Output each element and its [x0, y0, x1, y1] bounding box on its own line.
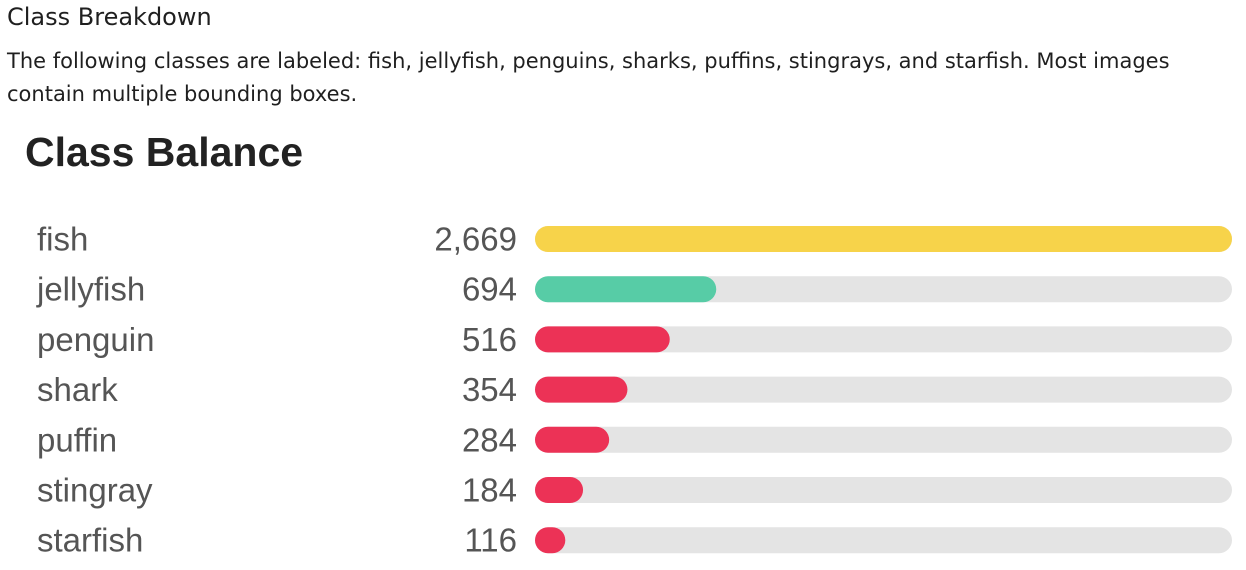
- category-label-shark: shark: [37, 371, 118, 408]
- bar-row-starfish: starfish 116: [37, 522, 1232, 559]
- bar-row-shark: shark 354: [37, 371, 1232, 408]
- bar-row-stingray: stingray 184: [37, 472, 1232, 509]
- bar-track-shark: [535, 376, 1232, 403]
- bar-track-penguin: [535, 326, 1232, 353]
- bar-row-penguin: penguin 516: [37, 321, 1232, 358]
- bar-puffin: [535, 426, 610, 453]
- chart-title: Class Balance: [25, 129, 304, 175]
- category-label-penguin: penguin: [37, 321, 154, 358]
- value-label-shark: 354: [462, 371, 517, 408]
- category-label-stingray: stingray: [37, 472, 153, 509]
- bar-jellyfish: [535, 276, 717, 303]
- value-label-starfish: 116: [464, 522, 517, 559]
- value-label-fish: 2,669: [434, 221, 517, 258]
- bar-penguin: [535, 326, 670, 353]
- value-label-penguin: 516: [462, 321, 517, 358]
- section-description: The following classes are labeled: fish,…: [7, 49, 1170, 106]
- value-label-jellyfish: 694: [462, 271, 517, 308]
- class-balance-chart: fish 2,669 jellyfish 694 penguin 516 shark 354 p…: [36, 221, 1232, 559]
- bar-stingray: [535, 477, 584, 503]
- bar-shark: [535, 376, 628, 403]
- bar-track-puffin: [535, 426, 1232, 453]
- bar-row-jellyfish: jellyfish 694: [36, 271, 1232, 308]
- bar-starfish: [535, 527, 566, 554]
- value-label-puffin: 284: [462, 421, 517, 458]
- bar-fish: [535, 226, 1232, 252]
- category-label-jellyfish: jellyfish: [36, 271, 145, 308]
- category-label-fish: fish: [37, 221, 88, 258]
- bar-track-stingray: [535, 477, 1232, 503]
- bar-row-puffin: puffin 284: [37, 421, 1232, 458]
- bar-row-fish: fish 2,669: [37, 221, 1232, 258]
- section-title: Class Breakdown: [7, 3, 212, 31]
- category-label-puffin: puffin: [37, 421, 117, 458]
- bar-track-starfish: [535, 527, 1232, 554]
- value-label-stingray: 184: [462, 472, 517, 509]
- category-label-starfish: starfish: [37, 522, 143, 559]
